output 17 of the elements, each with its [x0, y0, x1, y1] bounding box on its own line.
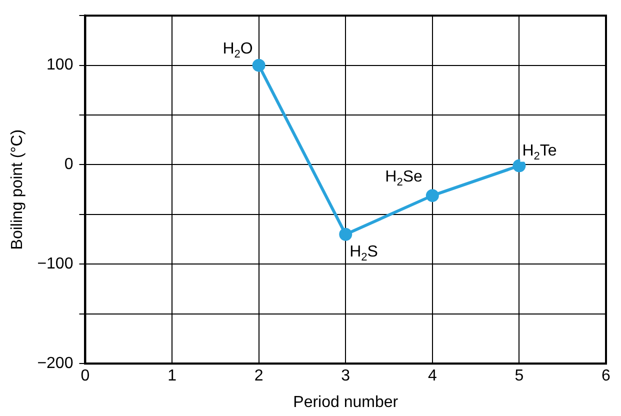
point: [339, 228, 352, 241]
x-tick-label: 2: [254, 368, 264, 385]
y-axis-title: Boiling point (°C): [9, 129, 26, 250]
y-tick-label: 0: [64, 156, 74, 174]
x-axis-title: Period number: [293, 394, 399, 411]
y-tick-label: 100: [46, 56, 74, 74]
x-tick-label: 3: [341, 368, 350, 385]
y-tick-label: −200: [37, 355, 74, 372]
point: [426, 189, 439, 202]
x-tick-label: 6: [602, 368, 611, 385]
x-tick-label: 5: [514, 368, 524, 385]
y-tick-label: −100: [37, 256, 74, 273]
x-tick-label: 1: [168, 368, 177, 385]
point: [512, 159, 526, 172]
x-tick-label: 4: [428, 368, 437, 385]
x-tick-label: 0: [80, 368, 90, 385]
point: [252, 58, 266, 72]
